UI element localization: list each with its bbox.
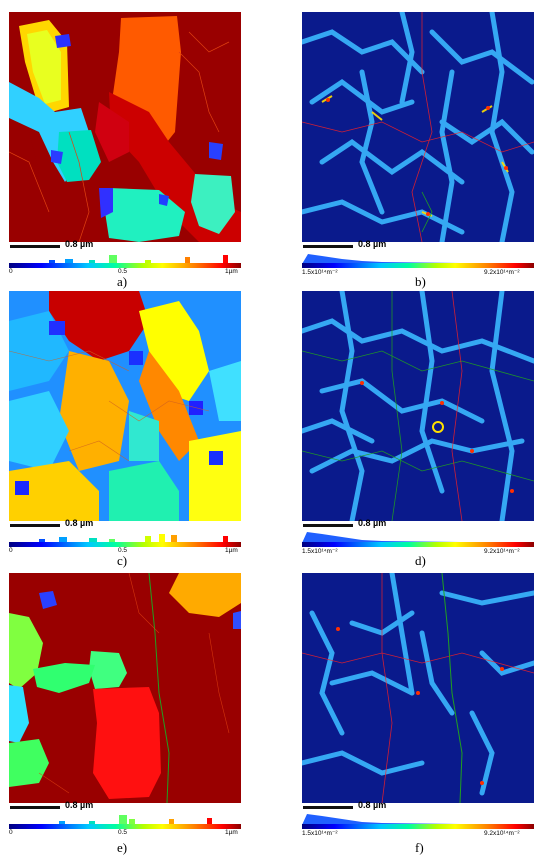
- panel-label-c: c): [117, 553, 128, 568]
- colorbar-e: [9, 824, 241, 829]
- panel-label-a: a): [117, 274, 128, 289]
- scale-bar-line: [303, 245, 353, 248]
- grain-map-c: [9, 291, 241, 521]
- colorbar-d: [302, 542, 534, 547]
- histogram-b: [302, 254, 534, 264]
- density-map-d: [302, 291, 534, 521]
- grain-map-e-image: [9, 573, 241, 803]
- scale-bar-d: 0.8 µm: [303, 518, 423, 534]
- scale-bar-line: [10, 524, 60, 527]
- colorbar-f: [302, 824, 534, 829]
- colorbar-d-tick-right: 9.2x10¹⁴m⁻²: [484, 548, 520, 555]
- histogram-a: [49, 255, 228, 264]
- panel-label-e: e): [117, 840, 128, 855]
- colorbar-a: [9, 263, 241, 268]
- colorbar-b-tick-right: 9.2x10¹⁴m⁻²: [484, 269, 520, 276]
- scale-bar-label: 0.8 µm: [65, 239, 94, 249]
- colorbar-f-tick-left: 1.5x10¹⁴m⁻²: [302, 830, 338, 837]
- scale-bar-label: 0.8 µm: [358, 518, 387, 528]
- colorbar-e-tick-mid: 0.5: [118, 829, 128, 836]
- grain-map-a: [9, 12, 241, 242]
- colorbar-a-tick-right: 1µm: [225, 268, 238, 275]
- colorbar-c-tick-right: 1µm: [225, 547, 238, 554]
- panel-label-b: b): [415, 274, 426, 289]
- scale-bar-label: 0.8 µm: [358, 239, 387, 249]
- colorbar-a-tick-left: 0: [9, 268, 13, 275]
- density-map-f-image: [302, 573, 534, 803]
- colorbar-b-tick-left: 1.5x10¹⁴m⁻²: [302, 269, 338, 276]
- colorbar-c-tick-mid: 0.5: [118, 547, 128, 554]
- grain-map-a-image: [9, 12, 241, 242]
- scale-bar-line: [10, 245, 60, 248]
- colorbar-e-tick-left: 0: [9, 829, 13, 836]
- scale-bar-line: [10, 806, 60, 809]
- histogram-f: [302, 814, 534, 825]
- histogram-e: [59, 815, 212, 825]
- panel-label-f: f): [415, 840, 424, 855]
- scale-bar-label: 0.8 µm: [358, 800, 387, 810]
- histogram-c: [39, 534, 228, 543]
- density-map-b-image: [302, 12, 534, 242]
- colorbar-e-tick-right: 1µm: [225, 829, 238, 836]
- grain-map-c-image: [9, 291, 241, 521]
- colorbar-c: [9, 542, 241, 547]
- colorbar-a-tick-mid: 0.5: [118, 268, 128, 275]
- scale-bar-f: 0.8 µm: [303, 800, 423, 816]
- colorbar-f-tick-right: 9.2x10¹⁴m⁻²: [484, 830, 520, 837]
- scale-bar-e: 0.8 µm: [10, 800, 130, 816]
- scale-bar-b: 0.8 µm: [303, 239, 423, 255]
- colorbar-b: [302, 263, 534, 268]
- scale-bar-a: 0.8 µm: [10, 239, 130, 255]
- density-map-b: [302, 12, 534, 242]
- histogram-d: [302, 532, 534, 543]
- scale-bar-label: 0.8 µm: [65, 518, 94, 528]
- panel-label-d: d): [415, 553, 426, 568]
- colorbar-c-tick-left: 0: [9, 547, 13, 554]
- scale-bar-c: 0.8 µm: [10, 518, 130, 534]
- scale-bar-line: [303, 524, 353, 527]
- colorbar-d-tick-left: 1.5x10¹⁴m⁻²: [302, 548, 338, 555]
- scale-bar-label: 0.8 µm: [65, 800, 94, 810]
- density-map-f: [302, 573, 534, 803]
- scale-bar-line: [303, 806, 353, 809]
- grain-map-e: [9, 573, 241, 803]
- density-map-d-image: [302, 291, 534, 521]
